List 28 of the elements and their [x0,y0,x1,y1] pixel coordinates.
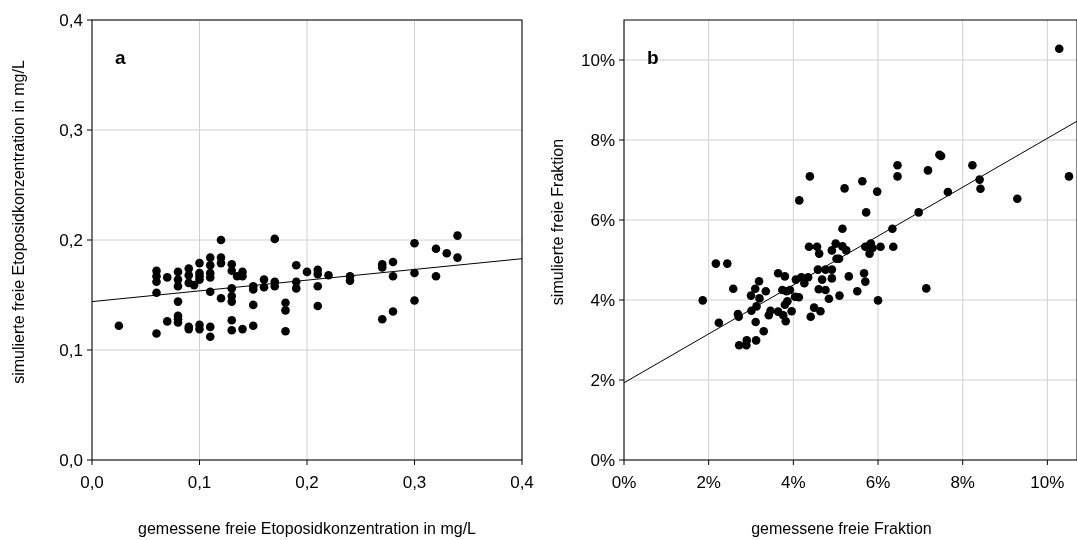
x-axis-title: gemessene freie Etoposidkonzentration in mg/L [138,520,477,537]
x-tick-label: 2% [696,473,721,492]
y-tick-label: 0% [590,451,615,470]
x-tick-label: 8% [950,473,975,492]
x-axis-title: gemessene freie Fraktion [751,520,932,537]
x-tick-label: 0% [611,473,637,492]
y-tick-label: 0,3 [59,121,83,140]
x-tick-label: 4% [781,473,806,492]
y-tick-label: 0,0 [59,451,83,470]
y-axis-title: simulierte freie Fraktion [549,138,566,306]
x-tick-label: 0,3 [402,473,427,492]
y-tick-label: 8% [590,131,615,150]
x-tick-label: 0,2 [295,473,319,492]
annotation: a [115,47,126,68]
x-tick-label: 0,1 [187,473,212,492]
y-tick-label: 10% [580,51,615,70]
y-tick-label: 0,2 [59,231,83,250]
y-tick-label: 2% [590,371,615,390]
x-tick-label: 0,4 [510,473,534,492]
annotation: b [647,47,659,68]
x-tick-label: 0,0 [80,473,104,492]
y-tick-label: 0,4 [59,11,83,30]
y-tick-label: 6% [590,211,615,230]
y-tick-label: 4% [590,291,615,310]
x-tick-label: 6% [865,473,891,492]
y-axis-title: simulierte freie Etoposidkonzentration in mg/L [10,60,27,384]
x-tick-label: 10% [1030,473,1065,492]
y-tick-label: 0,1 [59,341,83,360]
